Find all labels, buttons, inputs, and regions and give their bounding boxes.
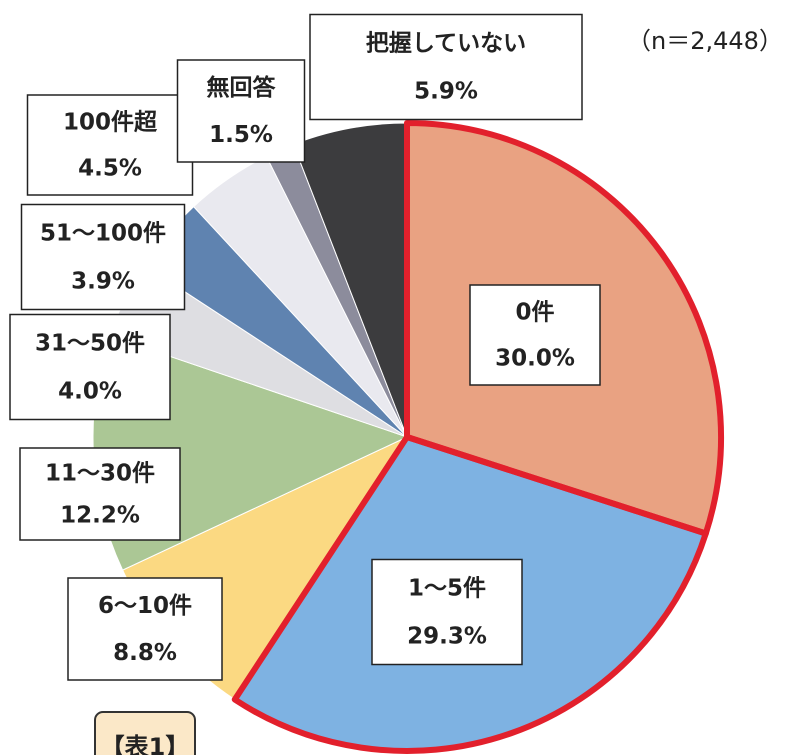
value-label: 4.0%	[58, 379, 122, 405]
label-box	[371, 558, 523, 666]
label-box	[19, 447, 181, 541]
value-label: 29.3%	[407, 624, 487, 650]
category-label: 11～30件	[45, 460, 155, 486]
label-box	[176, 59, 306, 163]
label-box	[20, 203, 186, 311]
category-label: 無回答	[207, 74, 277, 101]
category-label: 6～10件	[98, 593, 192, 619]
labels: 0件 30.0% 1～5件 29.3% 6～10件 8.8% 11～30件 12.2% 31～5…	[9, 13, 601, 681]
category-label: 51～100件	[40, 220, 166, 246]
label-box	[67, 577, 223, 681]
value-label: 30.0%	[495, 346, 575, 372]
category-label: 100件超	[63, 110, 158, 136]
value-label: 5.9%	[414, 79, 478, 105]
slice-outline	[231, 434, 709, 754]
value-label: 4.5%	[78, 156, 142, 182]
label-box	[469, 284, 601, 386]
value-label: 8.8%	[113, 640, 177, 666]
caption: 【表1】	[101, 733, 190, 755]
value-label: 3.9%	[71, 269, 135, 295]
caption-box	[94, 711, 196, 755]
sample-size: （n＝2,448）	[627, 27, 783, 55]
value-label: 12.2%	[60, 503, 140, 529]
category-label: 31～50件	[35, 330, 145, 356]
label-box	[309, 13, 583, 121]
slice-outline	[404, 120, 724, 537]
highlight-outlines	[231, 120, 724, 754]
label-box	[26, 94, 194, 196]
value-label: 1.5%	[209, 122, 273, 148]
category-label: 1～5件	[408, 575, 486, 601]
category-label: 0件	[515, 300, 554, 326]
category-label: 把握していない	[366, 30, 526, 56]
label-box	[9, 313, 171, 421]
